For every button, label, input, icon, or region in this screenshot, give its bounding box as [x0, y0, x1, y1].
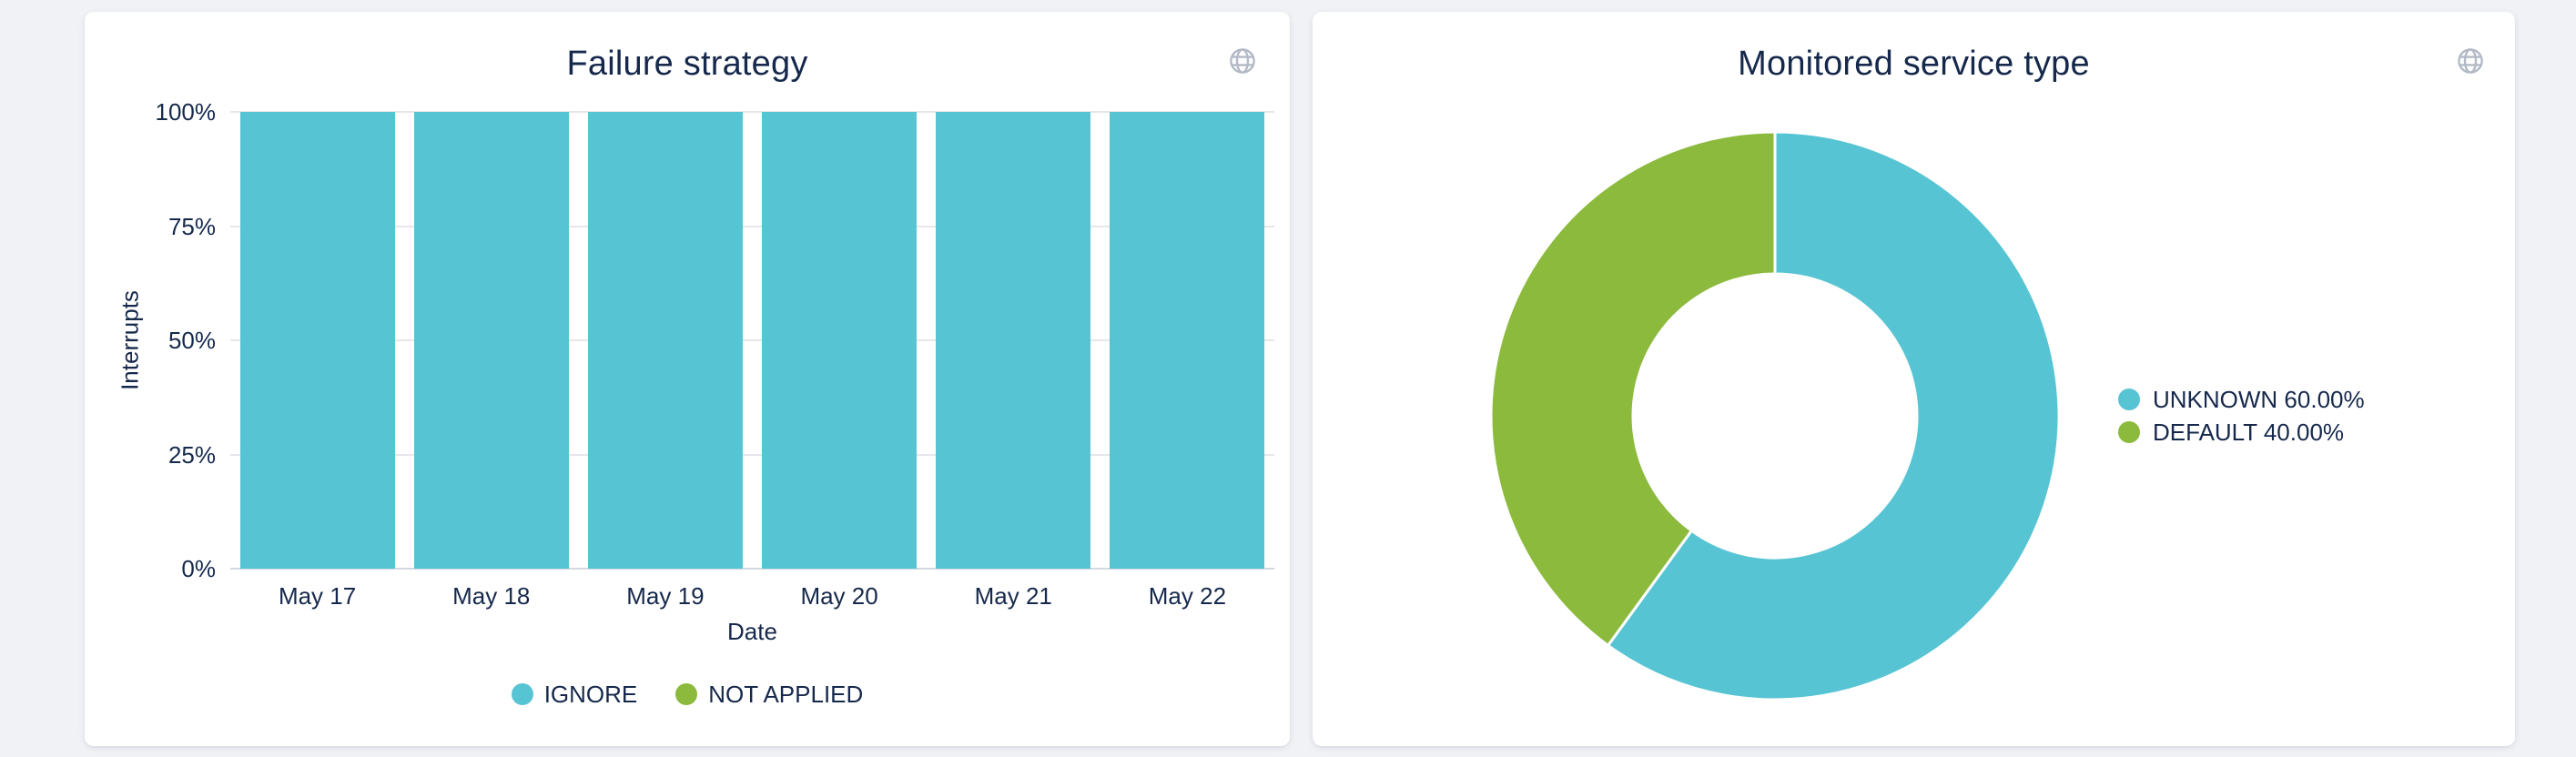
legend-dot	[2118, 389, 2140, 410]
gridline-50%	[230, 339, 1274, 341]
legend-label: DEFAULT 40.00%	[2153, 419, 2345, 446]
bar-chart-plot-area	[230, 111, 1274, 570]
x-tick-label: May 20	[800, 582, 878, 610]
x-axis-line	[230, 568, 1274, 570]
donut-slice-default[interactable]	[1489, 130, 1777, 647]
globe-icon-button[interactable]	[1229, 47, 1256, 75]
card-title-failure-strategy: Failure strategy	[566, 45, 808, 83]
bar-ignore-may-21[interactable]	[936, 112, 1091, 569]
y-tick-label: 50%	[167, 327, 216, 354]
failure-strategy-bar-chart: Interrupts 0% 25% 50% 75% 100% May 17 May 18 Ma…	[85, 12, 1290, 746]
x-tick-label: May 17	[278, 582, 357, 610]
bar-chart-legend: IGNORE NOT APPLIED	[85, 681, 1290, 707]
failure-strategy-card: Failure strategy Interrupts 0% 25% 50% 75% 1…	[85, 12, 1290, 746]
y-tick-label: 0%	[181, 555, 216, 582]
x-tick-label: May 22	[1148, 582, 1227, 610]
bar-ignore-may-22[interactable]	[1110, 112, 1265, 569]
legend-item-ignore[interactable]: IGNORE	[511, 681, 638, 708]
service-type-donut-chart	[1489, 130, 2061, 701]
y-tick-label: 75%	[167, 212, 216, 240]
x-tick-label: May 19	[626, 582, 705, 610]
x-axis-title: Date	[727, 618, 777, 645]
bar-ignore-may-17[interactable]	[239, 112, 395, 569]
x-tick-label: May 18	[452, 582, 531, 610]
donut-slice-unknown[interactable]	[1607, 130, 2061, 701]
card-title-monitored-service-type: Monitored service type	[1738, 45, 2090, 83]
bar-ignore-may-19[interactable]	[587, 112, 743, 569]
legend-item-not-applied[interactable]: NOT APPLIED	[675, 681, 863, 707]
y-tick-label: 100%	[155, 98, 217, 126]
legend-item-unknown[interactable]: UNKNOWN 60.00%	[2118, 387, 2365, 412]
legend-dot	[511, 683, 533, 705]
gridline-25%	[230, 453, 1274, 456]
y-tick-label: 25%	[167, 440, 216, 469]
legend-label: UNKNOWN 60.00%	[2153, 386, 2365, 413]
globe-icon-button[interactable]	[2457, 47, 2484, 75]
bar-ignore-may-20[interactable]	[762, 112, 918, 569]
gridline-100%	[230, 111, 1274, 113]
legend-dot	[2118, 421, 2140, 443]
legend-dot	[675, 683, 698, 705]
globe-icon	[1229, 47, 1256, 75]
legend-item-default[interactable]: DEFAULT 40.00%	[2118, 419, 2365, 445]
gridline-75%	[230, 225, 1274, 227]
donut-chart-legend: UNKNOWN 60.00% DEFAULT 40.00%	[2118, 387, 2365, 445]
globe-icon	[2457, 47, 2484, 75]
monitored-service-type-card: Monitored service type UNKNOWN 60.00% DEF…	[1313, 12, 2515, 746]
bar-ignore-may-18[interactable]	[413, 112, 569, 569]
x-tick-label: May 21	[974, 582, 1052, 610]
legend-label: NOT APPLIED	[708, 681, 864, 708]
legend-label: IGNORE	[543, 681, 638, 708]
